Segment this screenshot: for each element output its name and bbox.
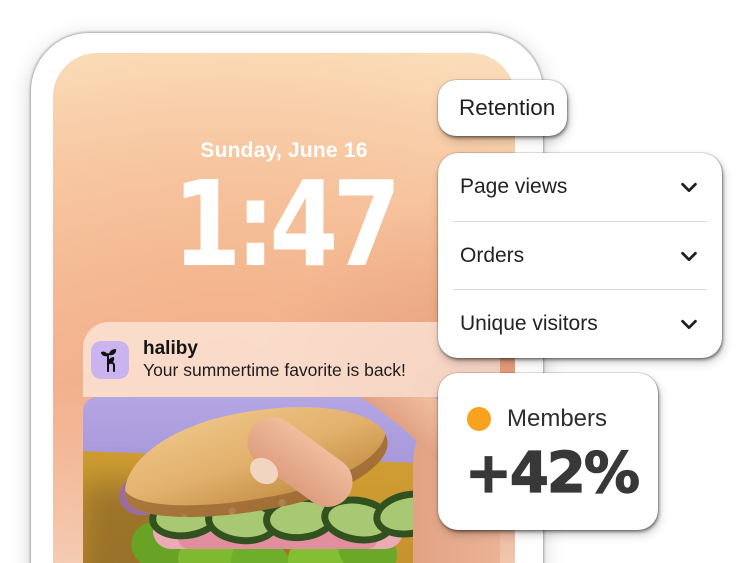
lock-screen-clock: 1:47 — [172, 155, 401, 293]
metric-row-orders[interactable]: Orders — [438, 222, 722, 290]
row-divider — [453, 289, 707, 291]
metric-row-page-views[interactable]: Page views — [438, 153, 722, 221]
members-header: Members — [467, 405, 607, 433]
notification-message: Your summertime favorite is back! — [143, 360, 406, 381]
notification-header[interactable]: haliby Your summertime favorite is back! — [83, 322, 500, 397]
metric-label: Page views — [460, 174, 568, 198]
members-stat-card: Members +42% — [438, 373, 658, 530]
sprout-h-icon — [101, 348, 117, 372]
notification[interactable]: haliby Your summertime favorite is back! — [83, 322, 500, 563]
chevron-down-icon[interactable] — [678, 176, 700, 198]
lock-screen-date: Sunday, June 16 — [200, 139, 368, 162]
retention-chip[interactable]: Retention — [438, 80, 567, 136]
metrics-panel: Page views Orders Unique visitors — [438, 153, 722, 358]
notification-app-name: haliby — [143, 337, 198, 359]
notification-texts: haliby Your summertime favorite is back! — [143, 337, 406, 383]
chevron-down-icon[interactable] — [678, 245, 700, 267]
orange-dot-icon — [467, 407, 491, 431]
members-value: +42% — [464, 440, 640, 506]
row-divider — [453, 220, 707, 222]
chevron-down-icon[interactable] — [678, 313, 700, 335]
metric-row-unique-visitors[interactable]: Unique visitors — [438, 290, 722, 358]
sandwich-photo — [83, 397, 500, 563]
members-label: Members — [507, 405, 608, 432]
retention-label: Retention — [459, 95, 556, 120]
metric-label: Orders — [460, 243, 525, 267]
metric-label: Unique visitors — [460, 312, 598, 336]
haliby-app-icon — [91, 340, 129, 379]
